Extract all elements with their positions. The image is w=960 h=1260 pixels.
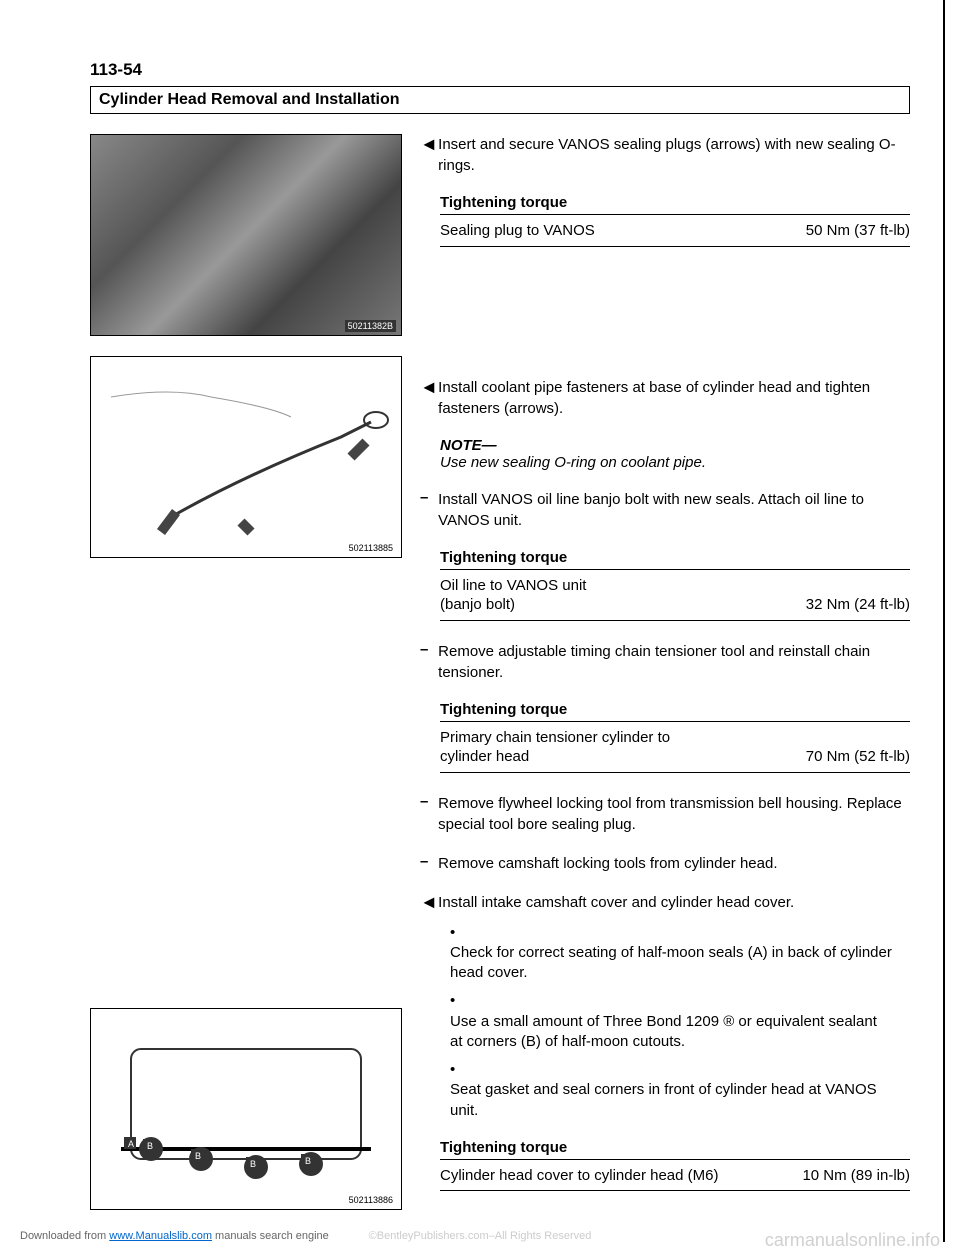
- torque-table-1: Tightening torque Sealing plug to VANOS …: [440, 194, 910, 247]
- arrow-icon: ◄: [420, 377, 434, 398]
- note-block: NOTE— Use new sealing O-ring on coolant …: [440, 437, 910, 471]
- note-label: NOTE—: [440, 437, 910, 454]
- image-ref-2: 502113885: [346, 542, 396, 554]
- right-column: ◄ Insert and secure VANOS sealing plugs …: [420, 134, 910, 1230]
- footer-watermark: carmanualsonline.info: [765, 1230, 940, 1251]
- torque-row: Sealing plug to VANOS 50 Nm (37 ft-lb): [440, 218, 910, 247]
- step-install-vanos-oil: – Install VANOS oil line banjo bolt with…: [420, 489, 910, 531]
- coolant-pipe-svg: [91, 357, 401, 557]
- head-cover-svg: A B B B B: [91, 1009, 401, 1209]
- page-number: 113-54: [90, 60, 142, 79]
- torque-header: Tightening torque: [440, 701, 910, 722]
- torque-value: 32 Nm (24 ft-lb): [806, 595, 910, 615]
- bullet-icon: •: [450, 1060, 464, 1080]
- step-text: Remove camshaft locking tools from cylin…: [438, 853, 904, 874]
- page-content: 113-54 Cylinder Head Removal and Install…: [0, 0, 960, 1260]
- torque-value: 50 Nm (37 ft-lb): [806, 221, 910, 241]
- step-install-coolant: ◄ Install coolant pipe fasteners at base…: [420, 377, 910, 419]
- figure-vanos-plugs: 50211382B: [90, 134, 402, 336]
- page-title: Cylinder Head Removal and Installation: [90, 86, 910, 114]
- step-text: Install coolant pipe fasteners at base o…: [438, 377, 904, 419]
- torque-table-2: Tightening torque Oil line to VANOS unit…: [440, 549, 910, 621]
- bullet-text: Check for correct seating of half-moon s…: [450, 943, 892, 984]
- step-text: Install VANOS oil line banjo bolt with n…: [438, 489, 904, 531]
- torque-label-line1: Oil line to VANOS unit: [440, 577, 586, 594]
- bullet-text: Use a small amount of Three Bond 1209 ® …: [450, 1012, 892, 1053]
- step-text: Remove adjustable timing chain tensioner…: [438, 641, 904, 683]
- torque-label: Primary chain tensioner cylinder to cyli…: [440, 728, 806, 767]
- arrow-icon: ◄: [420, 134, 434, 155]
- torque-label: Sealing plug to VANOS: [440, 221, 806, 241]
- torque-header: Tightening torque: [440, 1139, 910, 1160]
- dash-icon: –: [420, 641, 434, 658]
- step-text: Insert and secure VANOS sealing plugs (a…: [438, 134, 904, 176]
- torque-table-4: Tightening torque Cylinder head cover to…: [440, 1139, 910, 1192]
- figure-head-cover: A B B B B 502113886: [90, 1008, 402, 1210]
- bullet-text: Seat gasket and seal corners in front of…: [450, 1080, 892, 1121]
- image-ref-1: 50211382B: [345, 320, 396, 332]
- bullet-use-sealant: • Use a small amount of Three Bond 1209 …: [450, 991, 910, 1052]
- torque-header: Tightening torque: [440, 549, 910, 570]
- torque-label-line2: (banjo bolt): [440, 596, 515, 613]
- torque-value: 70 Nm (52 ft-lb): [806, 747, 910, 767]
- note-text: Use new sealing O-ring on coolant pipe.: [440, 454, 910, 471]
- svg-text:A: A: [128, 1139, 134, 1149]
- torque-row: Primary chain tensioner cylinder to cyli…: [440, 725, 910, 773]
- step-text: Remove flywheel locking tool from transm…: [438, 793, 904, 835]
- svg-text:B: B: [195, 1151, 201, 1161]
- torque-label: Cylinder head cover to cylinder head (M6…: [440, 1166, 802, 1186]
- arrow-icon: ◄: [420, 892, 434, 913]
- content-area: 50211382B 502113885: [90, 134, 910, 1230]
- dash-icon: –: [420, 793, 434, 810]
- page-right-border: [943, 0, 945, 1242]
- bullet-check-seating: • Check for correct seating of half-moon…: [450, 923, 910, 984]
- svg-text:B: B: [305, 1156, 311, 1166]
- step-insert-vanos: ◄ Insert and secure VANOS sealing plugs …: [420, 134, 910, 176]
- left-column: 50211382B 502113885: [90, 134, 400, 1230]
- step-remove-flywheel: – Remove flywheel locking tool from tran…: [420, 793, 910, 835]
- bullet-icon: •: [450, 991, 464, 1011]
- step-remove-camshaft: – Remove camshaft locking tools from cyl…: [420, 853, 910, 874]
- torque-header: Tightening torque: [440, 194, 910, 215]
- spacer: [420, 267, 910, 377]
- page-header: 113-54: [90, 60, 910, 80]
- step-remove-tensioner: – Remove adjustable timing chain tension…: [420, 641, 910, 683]
- bullet-icon: •: [450, 923, 464, 943]
- bullet-seat-gasket: • Seat gasket and seal corners in front …: [450, 1060, 910, 1121]
- torque-label: Oil line to VANOS unit (banjo bolt): [440, 576, 806, 615]
- torque-row: Cylinder head cover to cylinder head (M6…: [440, 1163, 910, 1192]
- torque-value: 10 Nm (89 in-lb): [802, 1166, 910, 1186]
- step-text: Install intake camshaft cover and cylind…: [438, 892, 904, 913]
- figure-coolant-pipe: 502113885: [90, 356, 402, 558]
- torque-table-3: Tightening torque Primary chain tensione…: [440, 701, 910, 773]
- torque-row: Oil line to VANOS unit (banjo bolt) 32 N…: [440, 573, 910, 621]
- dash-icon: –: [420, 853, 434, 870]
- svg-text:B: B: [250, 1159, 256, 1169]
- step-install-intake: ◄ Install intake camshaft cover and cyli…: [420, 892, 910, 913]
- torque-label-line2: cylinder head: [440, 748, 529, 765]
- spacer: [90, 578, 400, 1008]
- dash-icon: –: [420, 489, 434, 506]
- torque-label-line1: Primary chain tensioner cylinder to: [440, 729, 670, 746]
- svg-text:B: B: [147, 1141, 153, 1151]
- image-ref-3: 502113886: [346, 1194, 396, 1206]
